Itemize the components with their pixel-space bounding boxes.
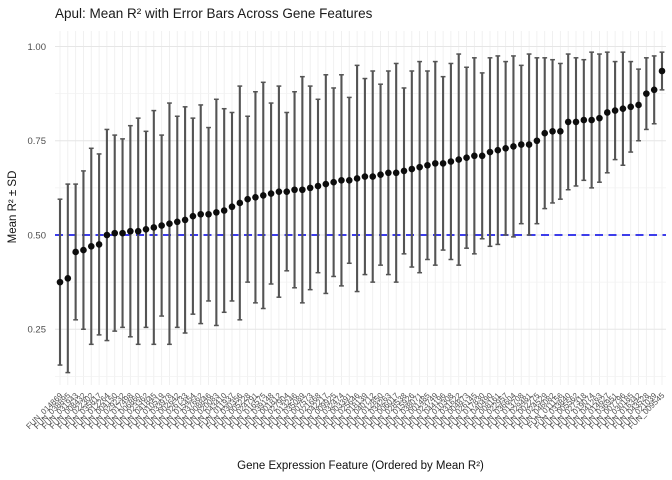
data-point [142, 226, 150, 233]
data-point [596, 114, 603, 122]
data-point [72, 248, 79, 256]
data-point [314, 182, 322, 190]
y-tick-labels: 0.25 0.50 0.75 1.00 [28, 42, 47, 336]
data-point [447, 158, 455, 165]
data-point [650, 86, 658, 94]
data-point [306, 184, 314, 192]
data-point [103, 231, 111, 239]
data-point [439, 160, 447, 167]
x-tick-labels: FUN_014869FUN_038895FUN_031943FUN_008432… [24, 391, 666, 431]
data-point [486, 148, 494, 156]
data-point [228, 203, 236, 211]
data-point [424, 161, 431, 169]
data-point [205, 210, 212, 218]
data-point [197, 210, 205, 218]
data-point [236, 199, 244, 207]
data-point [158, 222, 165, 229]
data-point [478, 152, 486, 160]
data-point [134, 227, 142, 235]
data-point [564, 118, 572, 126]
data-point [189, 212, 197, 220]
data-point [635, 101, 642, 109]
data-point [494, 146, 502, 154]
data-point [400, 167, 408, 175]
y-tick-label: 1.00 [28, 42, 47, 53]
minor-gridlines [55, 93, 666, 377]
data-point [213, 209, 220, 216]
data-point [56, 278, 64, 286]
data-point [416, 163, 423, 171]
data-point [627, 103, 635, 111]
data-point [392, 169, 400, 177]
data-point [463, 154, 470, 162]
data-points [56, 67, 666, 286]
data-point [252, 194, 259, 201]
data-point [345, 177, 353, 184]
data-point [275, 188, 283, 195]
data-point [166, 220, 173, 227]
data-point [361, 173, 369, 180]
data-point [377, 171, 384, 178]
data-point [173, 218, 181, 226]
data-point [572, 118, 580, 126]
data-point [322, 180, 330, 188]
data-point [291, 186, 298, 194]
data-point [181, 216, 189, 224]
data-point [299, 186, 306, 194]
data-point [150, 224, 158, 231]
data-point [643, 90, 650, 97]
vertical-gridlines [59, 31, 663, 385]
data-point [353, 175, 361, 182]
data-point [267, 190, 275, 197]
data-point [385, 169, 392, 177]
y-tick-label: 0.75 [28, 136, 47, 147]
data-point [127, 227, 134, 235]
data-point [259, 192, 267, 199]
data-point [220, 207, 228, 214]
data-point [603, 109, 611, 116]
y-tick-label: 0.50 [28, 230, 47, 241]
data-point [471, 152, 478, 160]
data-point [95, 241, 103, 248]
data-point [244, 195, 251, 203]
data-point [557, 128, 564, 135]
data-point [87, 243, 95, 250]
chart-title: Apul: Mean R² with Error Bars Across Gen… [55, 6, 373, 21]
data-point [549, 128, 556, 135]
data-point [510, 143, 517, 150]
data-point [283, 188, 291, 195]
y-tick-label: 0.25 [28, 325, 47, 336]
data-point [330, 178, 337, 186]
data-point [119, 229, 126, 237]
data-point [502, 144, 509, 152]
data-point [408, 165, 416, 173]
data-point [525, 141, 533, 148]
data-point [338, 177, 345, 184]
data-point [619, 105, 627, 113]
data-point [64, 275, 72, 282]
data-point [541, 129, 549, 137]
data-point [431, 160, 439, 167]
x-axis-title: Gene Expression Feature (Ordered by Mean… [237, 460, 484, 472]
data-point [455, 156, 463, 163]
error-bars [57, 51, 665, 374]
data-point [533, 137, 541, 145]
data-point [658, 67, 666, 75]
data-point [580, 116, 588, 124]
data-point [517, 141, 525, 148]
data-point [111, 229, 119, 237]
data-point [369, 173, 377, 180]
data-point [611, 107, 619, 114]
data-point [588, 116, 595, 124]
data-point [80, 246, 87, 254]
